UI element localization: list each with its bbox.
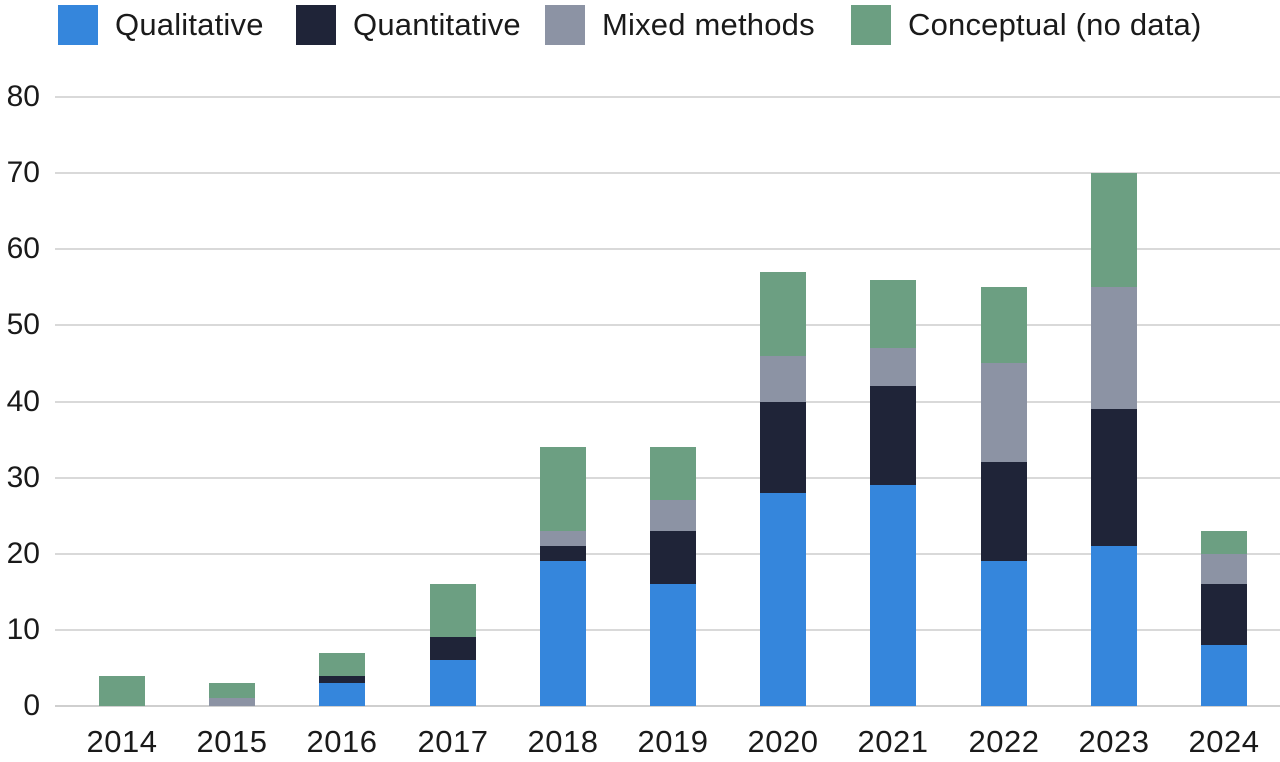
bar-segment-mixed-methods [650,500,696,531]
y-axis-tick-label: 10 [6,613,40,646]
y-axis-tick-label: 0 [23,689,40,722]
y-axis-tick-label: 60 [6,232,40,265]
legend-item-mixed-methods: Mixed methods [545,4,815,46]
x-axis-tick-label: 2024 [1188,724,1260,759]
x-axis-tick-label: 2015 [196,724,268,759]
legend-swatch-icon [545,5,585,45]
x-axis-tick-label: 2016 [306,724,378,759]
x-axis-tick-label: 2023 [1078,724,1150,759]
bar-segment-qualitative [319,683,365,706]
bar-segment-quantitative [1091,409,1137,546]
bar-segment-mixed-methods [540,531,586,546]
bar-segment-quantitative [981,462,1027,561]
legend-label: Qualitative [115,7,264,42]
x-axis-tick-label: 2017 [417,724,489,759]
legend-item-quantitative: Quantitative [296,4,521,46]
bar-segment-conceptual-no-data [319,653,365,676]
bar-segment-conceptual-no-data [430,584,476,637]
bar-segment-conceptual-no-data [1201,531,1247,554]
x-axis-tick-label: 2020 [747,724,819,759]
gridline-80 [55,96,1280,98]
legend-item-conceptual-no-data: Conceptual (no data) [851,4,1202,46]
x-axis-tick-label: 2018 [527,724,599,759]
y-axis-tick-label: 20 [6,537,40,570]
bar-segment-mixed-methods [981,363,1027,462]
bar-segment-quantitative [540,546,586,561]
gridline-60 [55,248,1280,250]
bar-segment-qualitative [430,660,476,706]
bar-segment-qualitative [540,561,586,706]
x-axis-tick-label: 2022 [968,724,1040,759]
bar-segment-qualitative [650,584,696,706]
legend-label: Mixed methods [602,7,815,42]
y-axis-tick-label: 80 [6,80,40,113]
bar-segment-quantitative [650,531,696,584]
y-axis-tick-label: 50 [6,308,40,341]
y-axis-tick-label: 40 [6,385,40,418]
bar-segment-conceptual-no-data [981,287,1027,363]
bar-segment-conceptual-no-data [1091,173,1137,287]
bar-segment-conceptual-no-data [650,447,696,500]
legend-swatch-icon [58,5,98,45]
bar-segment-conceptual-no-data [540,447,586,531]
gridline-70 [55,172,1280,174]
y-axis-tick-label: 30 [6,461,40,494]
bar-segment-qualitative [1091,546,1137,706]
legend-item-qualitative: Qualitative [58,4,264,46]
legend-label: Conceptual (no data) [908,7,1202,42]
bar-segment-quantitative [1201,584,1247,645]
x-axis-tick-label: 2014 [86,724,158,759]
bar-segment-conceptual-no-data [99,676,145,706]
bar-segment-qualitative [760,493,806,706]
legend-swatch-icon [851,5,891,45]
bar-segment-quantitative [870,386,916,485]
bar-segment-conceptual-no-data [870,280,916,348]
legend-label: Quantitative [353,7,521,42]
bar-segment-qualitative [1201,645,1247,706]
gridline-0 [55,705,1280,707]
bar-segment-mixed-methods [1201,554,1247,584]
gridline-50 [55,324,1280,326]
x-axis-tick-label: 2021 [857,724,929,759]
x-axis-tick-label: 2019 [637,724,709,759]
y-axis-tick-label: 70 [6,156,40,189]
bar-segment-mixed-methods [209,698,255,706]
gridline-40 [55,401,1280,403]
bar-segment-conceptual-no-data [209,683,255,698]
bar-segment-quantitative [430,637,476,660]
bar-segment-mixed-methods [760,356,806,402]
bar-segment-conceptual-no-data [760,272,806,356]
bar-segment-qualitative [981,561,1027,706]
bar-segment-mixed-methods [870,348,916,386]
legend-swatch-icon [296,5,336,45]
bar-segment-qualitative [870,485,916,706]
bar-segment-quantitative [319,676,365,683]
bar-segment-quantitative [760,402,806,493]
bar-segment-mixed-methods [1091,287,1137,409]
